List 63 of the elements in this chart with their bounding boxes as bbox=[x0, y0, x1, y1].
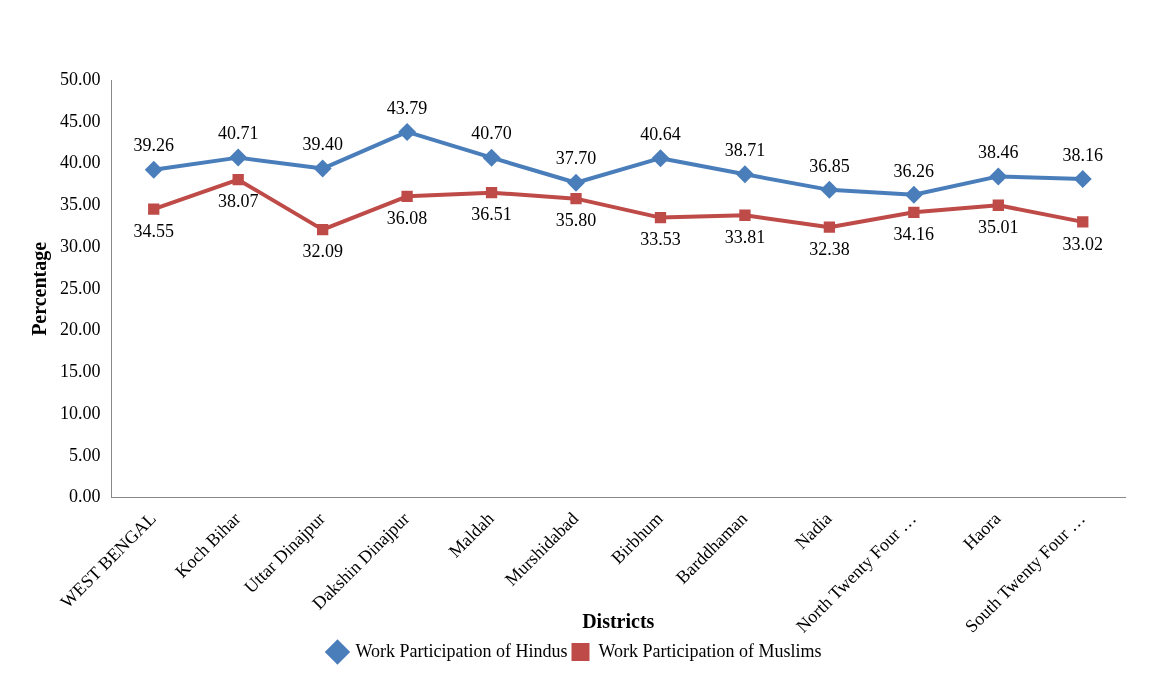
point bbox=[992, 199, 1004, 211]
point bbox=[482, 148, 501, 167]
y-tick-label: 5.00 bbox=[69, 444, 101, 465]
point bbox=[570, 192, 582, 205]
point bbox=[739, 209, 751, 221]
data-label: 36.08 bbox=[386, 208, 428, 229]
point bbox=[820, 180, 839, 199]
point bbox=[148, 203, 160, 215]
y-tick-label: 10.00 bbox=[60, 402, 101, 423]
point bbox=[567, 173, 586, 192]
point bbox=[232, 174, 244, 186]
point bbox=[401, 190, 413, 202]
point bbox=[313, 159, 332, 178]
y-tick-label: 15.00 bbox=[60, 361, 101, 382]
data-label: 38.46 bbox=[978, 142, 1019, 163]
data-label: 40.64 bbox=[640, 123, 681, 144]
data-label: 36.26 bbox=[893, 160, 935, 181]
data-label: 39.40 bbox=[302, 134, 343, 155]
y-tick-label: 45.00 bbox=[60, 110, 101, 131]
legend-label: Work Participation of Muslims bbox=[598, 640, 822, 661]
data-label: 36.85 bbox=[809, 155, 850, 176]
y-tick-label: 25.00 bbox=[60, 277, 101, 298]
data-label: 32.38 bbox=[809, 238, 850, 259]
legend-label: Work Participation of Hindus bbox=[355, 640, 568, 661]
data-label: 37.70 bbox=[555, 148, 597, 169]
y-tick-label: 30.00 bbox=[60, 235, 101, 256]
data-label: 40.71 bbox=[217, 123, 259, 144]
point bbox=[823, 221, 836, 233]
data-label: 43.79 bbox=[386, 97, 428, 118]
y-tick-label: 0.00 bbox=[69, 486, 101, 507]
y-tick-label: 35.00 bbox=[60, 194, 101, 215]
point bbox=[485, 187, 498, 199]
data-label: 39.26 bbox=[133, 135, 174, 156]
point bbox=[1073, 169, 1092, 188]
data-label: 36.51 bbox=[471, 204, 512, 225]
data-label: 32.09 bbox=[302, 241, 343, 262]
point bbox=[654, 211, 667, 224]
point bbox=[316, 223, 329, 236]
data-label: 33.81 bbox=[724, 226, 766, 247]
point bbox=[229, 148, 248, 167]
y-tick-label: 50.00 bbox=[60, 68, 101, 89]
data-label: 34.16 bbox=[893, 224, 935, 245]
y-tick-label: 40.00 bbox=[60, 152, 101, 173]
point bbox=[144, 160, 163, 179]
point bbox=[904, 185, 923, 204]
point bbox=[398, 122, 417, 141]
data-label: 35.01 bbox=[978, 216, 1019, 237]
data-label: 35.80 bbox=[555, 210, 597, 231]
point bbox=[1077, 216, 1089, 228]
data-label: 38.71 bbox=[724, 140, 766, 161]
data-label: 33.02 bbox=[1062, 233, 1104, 254]
point bbox=[651, 149, 670, 168]
point bbox=[735, 165, 754, 184]
y-axis-title: Percentage bbox=[28, 241, 52, 336]
data-label: 34.55 bbox=[133, 220, 174, 241]
y-tick-label: 20.00 bbox=[60, 319, 101, 340]
x-axis-title: Districts bbox=[582, 610, 655, 633]
point bbox=[908, 206, 920, 218]
data-label: 33.53 bbox=[640, 229, 681, 250]
data-label: 38.16 bbox=[1062, 144, 1104, 165]
data-label: 40.70 bbox=[471, 123, 512, 144]
data-label: 38.07 bbox=[217, 191, 259, 212]
point bbox=[989, 167, 1008, 186]
